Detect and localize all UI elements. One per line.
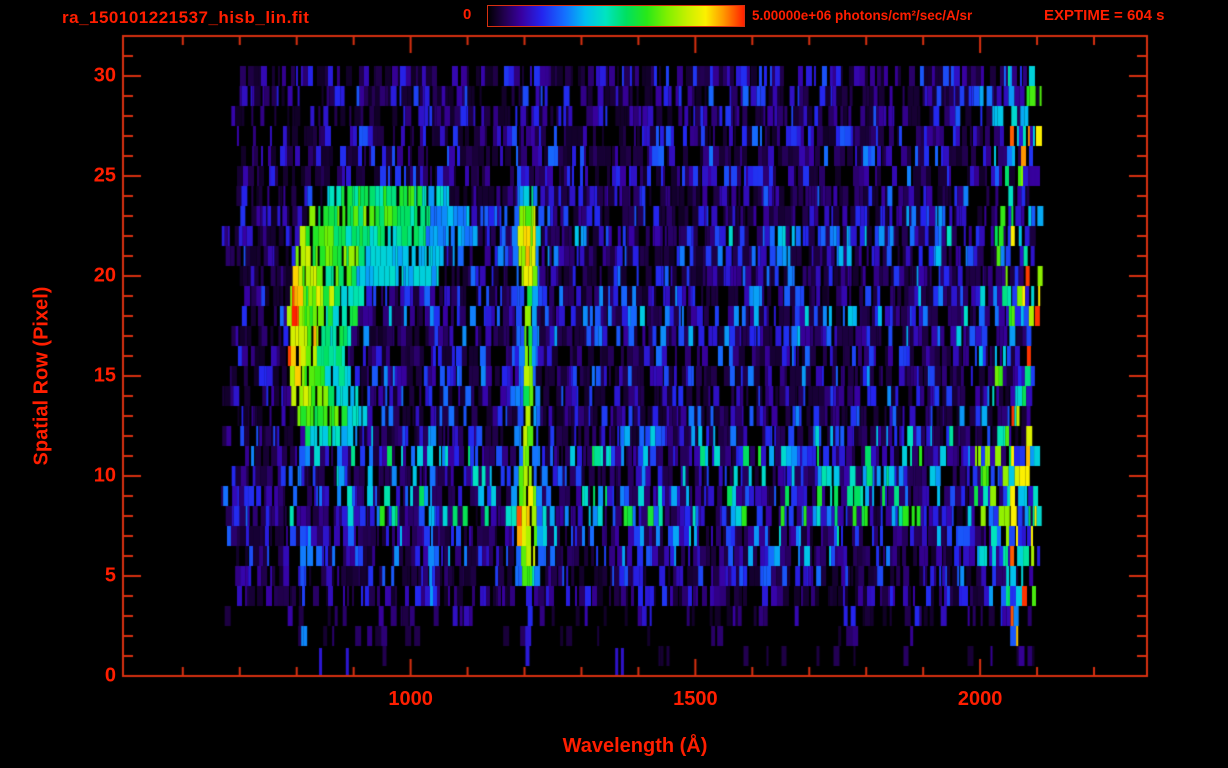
y-tick-label: 20 [93, 264, 116, 287]
y-tick-label: 15 [93, 364, 116, 387]
colorbar-max-label: 5.00000e+06 photons/cm²/sec/A/sr [752, 8, 973, 23]
y-tick-label: 25 [93, 164, 116, 187]
y-tick-label: 0 [104, 664, 116, 687]
y-tick-label: 10 [93, 464, 116, 487]
colorbar [487, 5, 745, 27]
y-tick-label: 30 [93, 64, 116, 87]
x-tick-label: 2000 [957, 688, 1003, 710]
x-axis-title: Wavelength (Å) [562, 735, 708, 757]
y-tick-label: 5 [104, 564, 116, 587]
x-tick-label: 1500 [673, 688, 718, 710]
exptime-label: EXPTIME = 604 s [1044, 7, 1165, 24]
plot-title: ra_150101221537_hisb_lin.fit [62, 8, 310, 27]
x-tick-label: 1000 [388, 688, 433, 710]
y-axis-title: Spatial Row (Pixel) [30, 286, 53, 466]
colorbar-min-label: 0 [463, 6, 472, 23]
